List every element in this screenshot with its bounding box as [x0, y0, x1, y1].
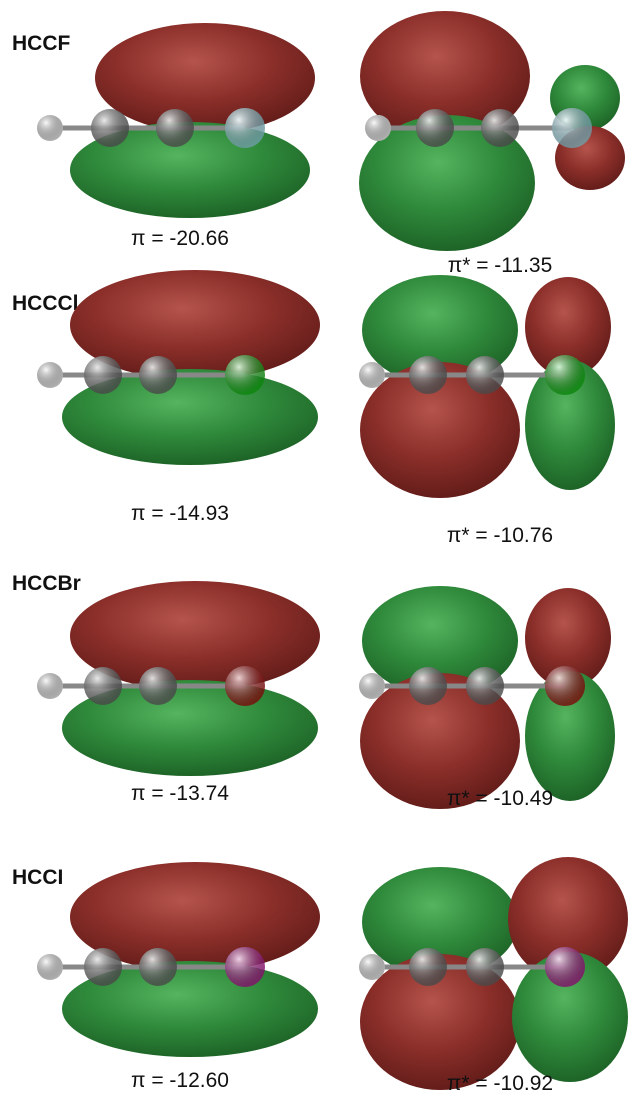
atom-shade: [84, 948, 122, 986]
atom-shade: [416, 109, 454, 147]
atom-shade: [225, 108, 265, 148]
atom-shade: [37, 362, 63, 388]
pi-star-energy: π* = -11.35: [448, 254, 553, 277]
atom-shade: [139, 667, 177, 705]
atom-shade: [466, 667, 504, 705]
atom-shade: [545, 666, 585, 706]
figure: HCCF π = -20.66 π* = -11.35 HCCCl π = -14.93…: [0, 0, 640, 1108]
row: HCCI π = -12.60 π* = -10.92: [12, 857, 628, 1095]
molecule-label: HCCCl: [12, 292, 79, 315]
atom-shade: [84, 356, 122, 394]
pi-star-energy: π* = -10.49: [447, 787, 553, 810]
pi-energy: π = -13.74: [131, 782, 229, 805]
molecule-label: HCCF: [12, 32, 70, 55]
atom-shade: [37, 115, 63, 141]
atom-shade: [409, 667, 447, 705]
molecule-label: HCCI: [12, 866, 63, 889]
pi-energy: π = -20.66: [131, 227, 229, 250]
atom-shade: [409, 356, 447, 394]
atom-shade: [359, 954, 385, 980]
atom-shade: [409, 948, 447, 986]
atom-shade: [84, 667, 122, 705]
atom-shade: [91, 109, 129, 147]
atom-shade: [481, 109, 519, 147]
atom-shade: [545, 947, 585, 987]
atom-shade: [466, 948, 504, 986]
atom-shade: [225, 666, 265, 706]
atom-shade: [365, 115, 391, 141]
row: HCCF π = -20.66 π* = -11.35: [12, 11, 625, 277]
row: HCCCl π = -14.93 π* = -10.76: [12, 270, 615, 547]
atom-shade: [139, 356, 177, 394]
atom-shade: [225, 355, 265, 395]
molecule-label: HCCBr: [12, 572, 81, 595]
pi-star-energy: π* = -10.92: [447, 1072, 553, 1095]
atom-shade: [225, 947, 265, 987]
atom-shade: [552, 108, 592, 148]
atom-shade: [545, 355, 585, 395]
lobe: [95, 23, 315, 133]
row: HCCBr π = -13.74 π* = -10.49: [12, 572, 615, 810]
atom-shade: [37, 954, 63, 980]
atom-shade: [466, 356, 504, 394]
atom-shade: [359, 673, 385, 699]
pi-energy: π = -14.93: [131, 502, 229, 525]
pi-energy: π = -12.60: [131, 1069, 229, 1092]
pi-star-energy: π* = -10.76: [447, 524, 553, 547]
atom-shade: [359, 362, 385, 388]
atom-shade: [156, 109, 194, 147]
atom-shade: [37, 673, 63, 699]
atom-shade: [139, 948, 177, 986]
